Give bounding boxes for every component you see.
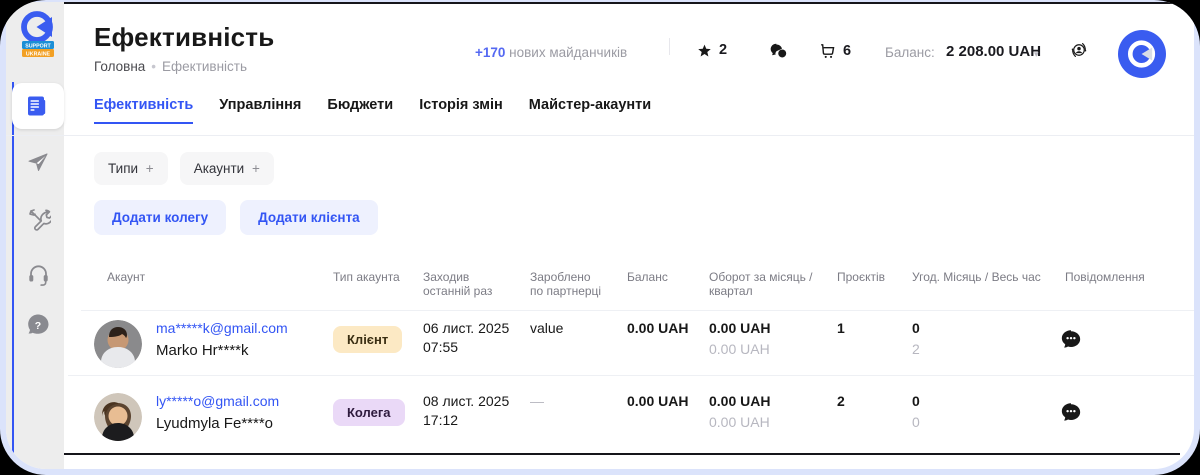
svg-text:?: ? bbox=[35, 320, 41, 332]
